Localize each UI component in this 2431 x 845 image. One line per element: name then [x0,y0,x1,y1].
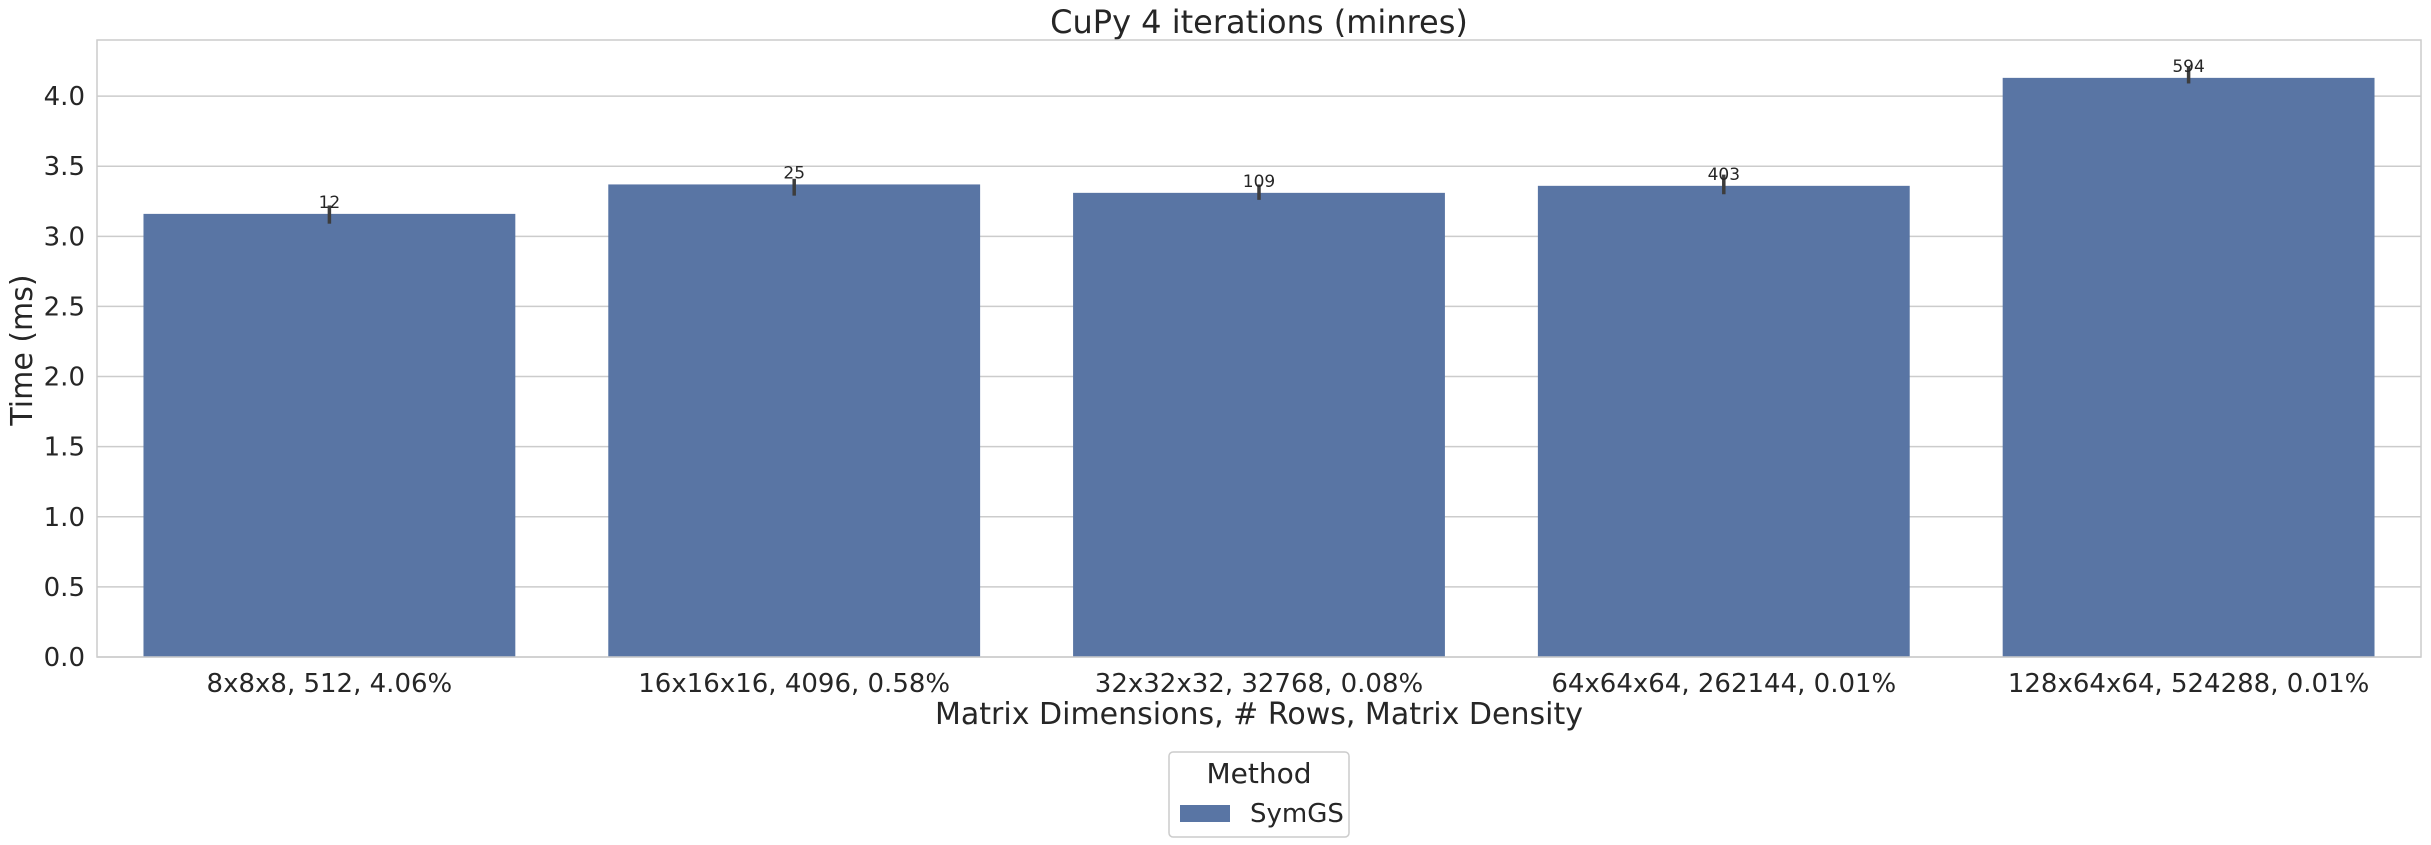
bar-value-label: 594 [2172,57,2204,77]
legend-title: Method [1206,757,1311,790]
x-tick-label: 32x32x32, 32768, 0.08% [1095,669,1423,699]
y-axis-ticks: 0.0 0.5 1.0 1.5 2.0 2.5 3.0 3.5 4.0 [44,82,85,673]
bar-value-label: 109 [1243,172,1275,192]
x-tick-label: 8x8x8, 512, 4.06% [207,669,453,699]
bar [1537,185,1910,657]
bar-labels: 12 25 109 403 594 [319,57,2205,213]
y-tick-label: 0.0 [44,643,85,673]
x-tick-label: 16x16x16, 4096, 0.58% [638,669,950,699]
y-tick-label: 1.0 [44,503,85,533]
legend-label-symgs: SymGS [1250,799,1344,829]
chart-title: CuPy 4 iterations (minres) [1050,3,1468,41]
bar [2002,77,2375,657]
bar-value-label: 25 [783,163,805,183]
y-tick-label: 2.0 [44,363,85,393]
legend: Method SymGS [1168,751,1350,838]
y-tick-label: 0.5 [44,573,85,603]
bar-value-label: 12 [319,193,341,213]
y-tick-label: 4.0 [44,82,85,112]
legend-swatch-symgs [1180,805,1230,822]
plot-frame [96,39,2422,658]
x-axis-ticks: 8x8x8, 512, 4.06% 16x16x16, 4096, 0.58% 32… [207,669,2370,699]
x-tick-label: 64x64x64, 262144, 0.01% [1551,669,1896,699]
y-tick-label: 3.5 [44,152,85,182]
bar [143,213,516,657]
bar [1073,192,1445,658]
y-tick-label: 2.5 [44,292,85,322]
bar-value-label: 403 [1708,165,1740,185]
bars-layer [143,77,2375,658]
y-tick-label: 3.0 [44,222,85,252]
y-axis-label: Time (ms) [5,274,40,426]
x-axis-label: Matrix Dimensions, # Rows, Matrix Densit… [935,697,1583,732]
x-tick-label: 128x64x64, 524288, 0.01% [2008,669,2369,699]
y-tick-label: 1.5 [44,433,85,463]
bar [608,184,981,658]
error-bars [327,66,2191,224]
